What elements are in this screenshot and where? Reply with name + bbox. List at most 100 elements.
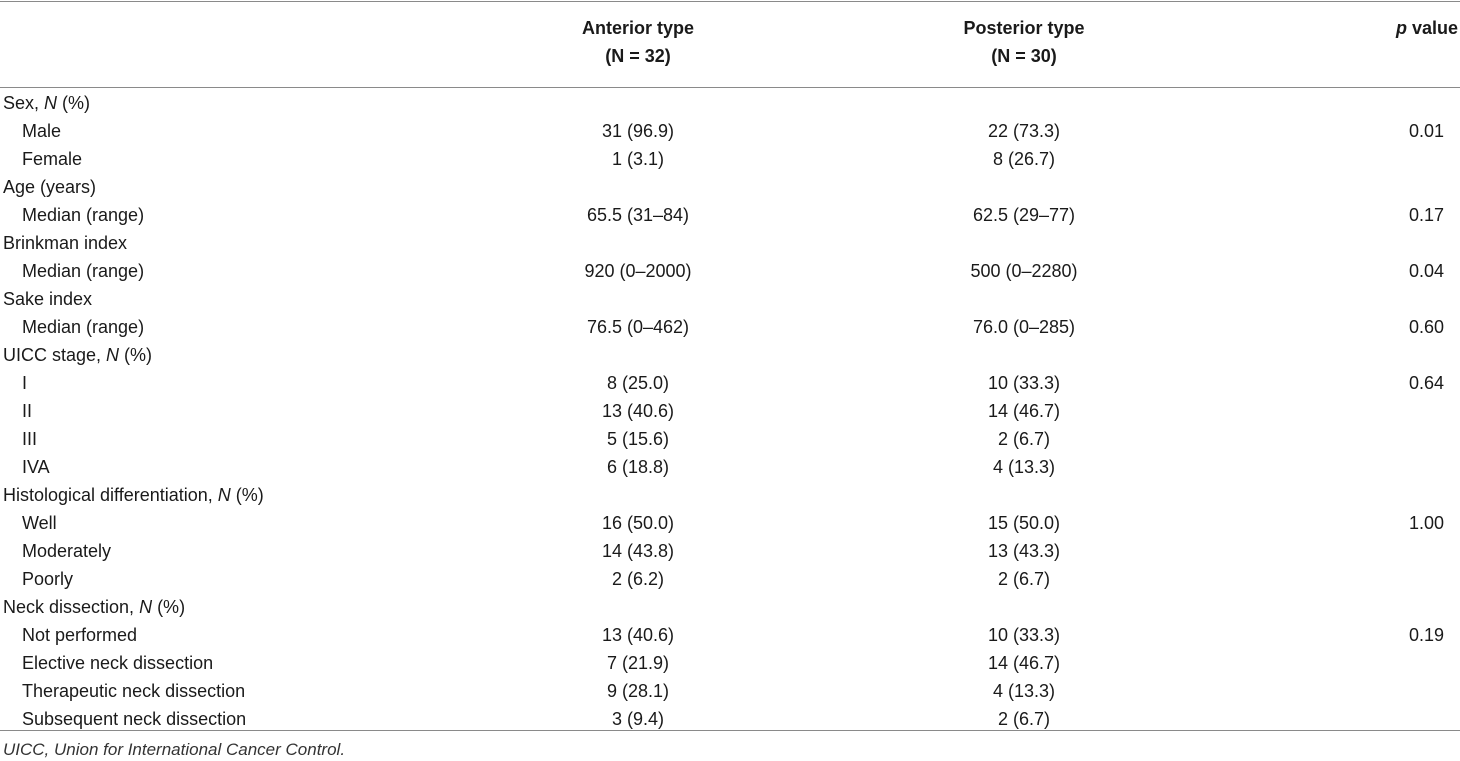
table-row: Subsequent neck dissection 3 (9.4) 2 (6.7) xyxy=(0,705,1460,733)
cell-posterior: 14 (46.7) xyxy=(987,653,1061,673)
table-row: I 8 (25.0) 10 (33.3) 0.64 xyxy=(0,369,1460,397)
header-posterior: Posterior type (N = 30) xyxy=(874,14,1174,70)
table-row: II 13 (40.6) 14 (46.7) xyxy=(0,397,1460,425)
table-row: Elective neck dissection 7 (21.9) 14 (46.7… xyxy=(0,649,1460,677)
table-row: Male 31 (96.9) 22 (73.3) 0.01 xyxy=(0,117,1460,145)
cell-anterior: 16 (50.0) xyxy=(601,513,675,533)
row-label-italic: N xyxy=(44,93,58,113)
cell-posterior: 13 (43.3) xyxy=(987,541,1061,561)
row-label: Median (range) xyxy=(22,257,144,285)
header-anterior-n: (N = 32) xyxy=(605,46,671,66)
row-label-italic: N xyxy=(139,597,153,617)
row-label: Moderately xyxy=(22,537,111,565)
row-label-text: I xyxy=(22,373,28,393)
header-p-italic: p xyxy=(1395,18,1407,38)
row-label-italic: N xyxy=(217,485,231,505)
table-row: Sex, N (%) xyxy=(0,89,1460,117)
cell-anterior: 31 (96.9) xyxy=(601,121,675,141)
row-label-text: Brinkman index xyxy=(3,233,128,253)
row-label-text: Female xyxy=(22,149,83,169)
row-label-text: Not performed xyxy=(22,625,138,645)
row-label: Median (range) xyxy=(22,201,144,229)
table-row: Median (range) 920 (0–2000) 500 (0–2280) 0.… xyxy=(0,257,1460,285)
table-row: Not performed 13 (40.6) 10 (33.3) 0.19 xyxy=(0,621,1460,649)
cell-posterior: 22 (73.3) xyxy=(987,121,1061,141)
row-label-text: Subsequent neck dissection xyxy=(22,709,247,729)
cell-p-value: 0.04 xyxy=(1408,261,1444,281)
cell-anterior: 5 (15.6) xyxy=(606,429,670,449)
row-label-text: Moderately xyxy=(22,541,112,561)
row-label: III xyxy=(22,425,37,453)
row-label: Elective neck dissection xyxy=(22,649,213,677)
row-label: Age (years) xyxy=(3,173,96,201)
row-label-text: Age (years) xyxy=(3,177,97,197)
header-anterior: Anterior type (N = 32) xyxy=(488,14,788,70)
header-rule xyxy=(0,87,1460,88)
cell-p-value: 0.19 xyxy=(1408,625,1444,645)
cell-anterior: 13 (40.6) xyxy=(601,401,675,421)
table-row: Histological differentiation, N (%) xyxy=(0,481,1460,509)
cell-posterior: 2 (6.7) xyxy=(997,569,1051,589)
row-label: Male xyxy=(22,117,61,145)
table-body: Sex, N (%) Male 31 (96.9) 22 (73.3) 0.01 Fema… xyxy=(0,89,1460,733)
table-footnote: UICC, Union for International Cancer Con… xyxy=(3,740,346,759)
row-label-text: UICC stage, xyxy=(3,345,107,365)
row-label-text: Well xyxy=(22,513,57,533)
row-label-text: Sake index xyxy=(3,289,93,309)
row-label-suffix: (%) xyxy=(57,93,91,113)
row-label: Sex, N (%) xyxy=(3,89,90,117)
top-rule xyxy=(0,1,1460,2)
header-p-value: p value xyxy=(1338,14,1458,42)
row-label-text: Neck dissection, xyxy=(3,597,140,617)
cell-p-value: 0.17 xyxy=(1408,205,1444,225)
bottom-rule xyxy=(0,730,1460,731)
table-row: Median (range) 76.5 (0–462) 76.0 (0–285) 0.… xyxy=(0,313,1460,341)
cell-posterior: 4 (13.3) xyxy=(992,681,1056,701)
header-anterior-name: Anterior type xyxy=(581,18,695,38)
cell-posterior: 500 (0–2280) xyxy=(970,261,1078,281)
cell-posterior: 2 (6.7) xyxy=(997,429,1051,449)
header-posterior-name: Posterior type xyxy=(963,18,1085,38)
cell-anterior: 6 (18.8) xyxy=(606,457,670,477)
cell-posterior: 14 (46.7) xyxy=(987,401,1061,421)
row-label: Well xyxy=(22,509,57,537)
table-row: Neck dissection, N (%) xyxy=(0,593,1460,621)
header-p-rest: value xyxy=(1406,18,1458,38)
cell-anterior: 3 (9.4) xyxy=(611,709,665,729)
cell-anterior: 14 (43.8) xyxy=(601,541,675,561)
cell-p-value: 1.00 xyxy=(1408,513,1444,533)
cell-anterior: 76.5 (0–462) xyxy=(586,317,690,337)
cell-anterior: 1 (3.1) xyxy=(611,149,665,169)
row-label-text: Median (range) xyxy=(22,317,145,337)
cell-posterior: 4 (13.3) xyxy=(992,457,1056,477)
row-label: Not performed xyxy=(22,621,137,649)
row-label-suffix: (%) xyxy=(152,597,186,617)
cell-p-value: 0.64 xyxy=(1408,373,1444,393)
cell-posterior: 15 (50.0) xyxy=(987,513,1061,533)
table-header: Anterior type (N = 32) Posterior type (N… xyxy=(0,14,1460,74)
cell-anterior: 65.5 (31–84) xyxy=(586,205,690,225)
row-label: IVA xyxy=(22,453,50,481)
cell-anterior: 9 (28.1) xyxy=(606,681,670,701)
table-row: Moderately 14 (43.8) 13 (43.3) xyxy=(0,537,1460,565)
row-label: Sake index xyxy=(3,285,92,313)
cell-posterior: 62.5 (29–77) xyxy=(972,205,1076,225)
cell-p-value: 0.60 xyxy=(1408,317,1444,337)
cell-posterior: 10 (33.3) xyxy=(987,373,1061,393)
cell-posterior: 8 (26.7) xyxy=(992,149,1056,169)
row-label: Subsequent neck dissection xyxy=(22,705,246,733)
cell-anterior: 920 (0–2000) xyxy=(584,261,692,281)
row-label: Median (range) xyxy=(22,313,144,341)
header-posterior-n: (N = 30) xyxy=(991,46,1057,66)
row-label: Therapeutic neck dissection xyxy=(22,677,245,705)
row-label: Brinkman index xyxy=(3,229,127,257)
table-row: III 5 (15.6) 2 (6.7) xyxy=(0,425,1460,453)
row-label-text: II xyxy=(22,401,33,421)
row-label-suffix: (%) xyxy=(230,485,264,505)
table-row: Median (range) 65.5 (31–84) 62.5 (29–77) 0.… xyxy=(0,201,1460,229)
table-row: Well 16 (50.0) 15 (50.0) 1.00 xyxy=(0,509,1460,537)
cell-anterior: 8 (25.0) xyxy=(606,373,670,393)
row-label: Poorly xyxy=(22,565,73,593)
row-label-text: Sex, xyxy=(3,93,45,113)
row-label-text: Elective neck dissection xyxy=(22,653,214,673)
